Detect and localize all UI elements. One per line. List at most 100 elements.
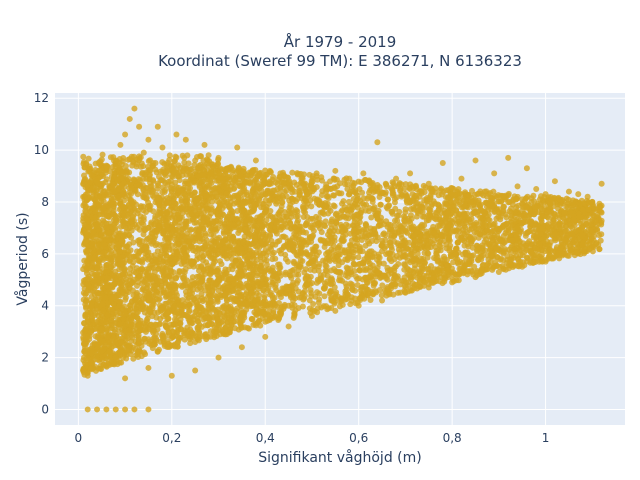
data-point <box>201 184 208 191</box>
data-point <box>456 201 463 208</box>
data-point <box>391 256 398 263</box>
data-point <box>437 243 444 250</box>
data-point <box>228 183 235 190</box>
data-point <box>200 198 207 205</box>
data-point <box>262 167 269 174</box>
data-point <box>544 232 551 239</box>
data-point <box>413 213 420 220</box>
data-point <box>295 304 302 311</box>
data-point <box>469 244 476 251</box>
data-point <box>343 286 350 293</box>
data-point <box>219 194 226 201</box>
data-point <box>172 321 179 328</box>
data-point <box>348 237 355 244</box>
data-point <box>530 234 537 241</box>
data-point <box>142 328 149 335</box>
data-point <box>163 252 170 259</box>
data-point <box>387 267 394 274</box>
data-point <box>163 323 170 330</box>
data-point <box>236 275 243 282</box>
data-point <box>485 240 492 247</box>
data-point <box>145 336 152 343</box>
data-point <box>270 174 277 181</box>
data-point <box>324 272 331 279</box>
data-point <box>175 334 182 341</box>
data-point <box>142 351 149 358</box>
data-point <box>370 184 377 191</box>
data-point <box>555 211 562 218</box>
data-point <box>349 255 356 262</box>
data-point <box>340 198 347 205</box>
data-point <box>285 302 292 309</box>
data-point <box>289 247 296 254</box>
data-point <box>478 256 485 263</box>
data-point <box>398 191 405 198</box>
data-point <box>297 244 304 251</box>
data-point <box>520 204 527 211</box>
data-point <box>272 255 279 262</box>
data-point <box>168 335 175 342</box>
data-point <box>333 176 340 183</box>
data-point <box>155 296 162 303</box>
data-point <box>315 299 322 306</box>
data-point <box>204 217 211 224</box>
data-point <box>407 275 414 282</box>
data-point <box>99 151 106 158</box>
data-point <box>322 223 329 230</box>
data-point <box>490 188 497 195</box>
data-point <box>168 214 175 221</box>
data-point <box>87 365 94 372</box>
data-point <box>151 283 158 290</box>
data-point <box>261 292 268 299</box>
data-point <box>390 291 397 298</box>
data-point <box>116 266 123 273</box>
data-point <box>276 265 283 272</box>
data-point <box>456 270 463 277</box>
data-point <box>409 183 416 190</box>
data-point <box>365 232 372 239</box>
data-point <box>200 210 207 217</box>
data-point <box>142 254 149 261</box>
data-point <box>421 197 428 204</box>
data-point <box>200 266 207 273</box>
data-point <box>370 291 377 298</box>
data-point <box>80 153 87 160</box>
data-point <box>446 245 453 252</box>
data-point <box>397 289 404 296</box>
data-point <box>130 355 137 362</box>
data-point <box>82 304 89 311</box>
data-point <box>391 199 398 206</box>
data-point <box>82 191 89 198</box>
data-point <box>533 252 540 259</box>
data-point <box>258 192 265 199</box>
data-point <box>212 252 219 259</box>
data-point <box>162 300 169 307</box>
data-point <box>344 181 351 188</box>
data-point <box>314 176 321 183</box>
data-point <box>296 184 303 191</box>
data-point <box>378 292 385 299</box>
data-point <box>494 232 501 239</box>
data-point <box>140 221 147 228</box>
data-point <box>255 197 262 204</box>
data-point <box>355 254 362 261</box>
data-point <box>150 208 157 215</box>
data-point <box>503 214 510 221</box>
data-point <box>347 301 354 308</box>
data-point <box>307 215 314 222</box>
data-point <box>469 187 476 194</box>
data-point <box>356 275 363 282</box>
data-point <box>135 340 142 347</box>
data-point <box>189 286 196 293</box>
chart-title-line2: Koordinat (Sweref 99 TM): E 386271, N 61… <box>158 52 522 70</box>
data-point <box>322 218 329 225</box>
data-point <box>151 221 158 228</box>
data-point <box>490 237 497 244</box>
data-point <box>154 348 161 355</box>
data-point <box>362 222 369 229</box>
data-point <box>383 218 390 225</box>
chart-title-line1: År 1979 - 2019 <box>284 32 397 51</box>
data-point <box>208 204 215 211</box>
